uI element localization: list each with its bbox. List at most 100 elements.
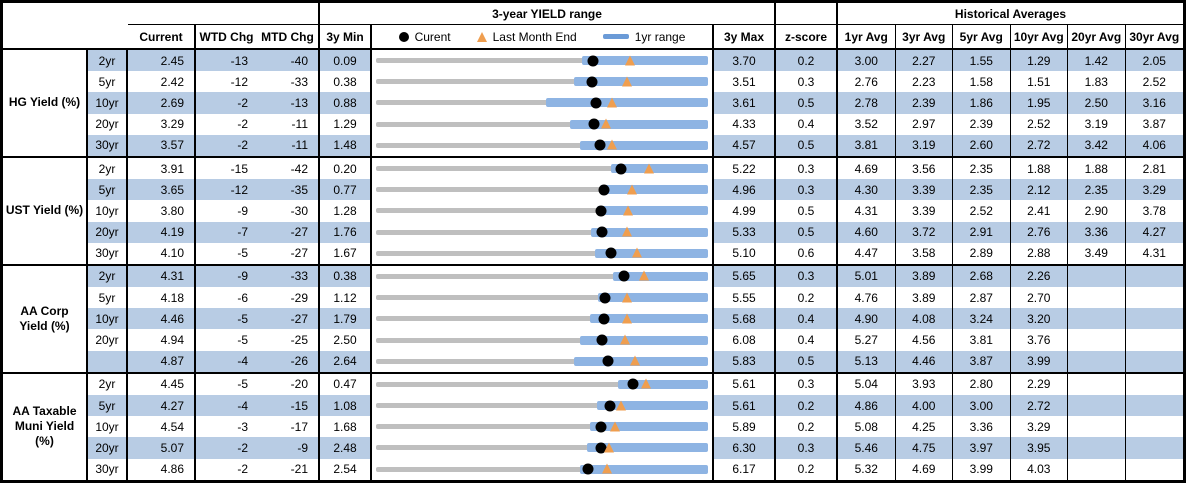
- current-dot-icon: [398, 31, 409, 42]
- avg-cell: 1.88: [1011, 157, 1068, 180]
- tenor-cell: 30yr: [88, 242, 128, 264]
- range-max-cell: 4.99: [714, 200, 776, 222]
- tenor-cell: 30yr: [88, 134, 128, 156]
- wtd-chg-cell: -12: [230, 74, 248, 89]
- range-max-cell: 5.61: [714, 395, 776, 417]
- z-score-cell: 0.3: [776, 437, 838, 459]
- header-empty-left: [128, 3, 320, 25]
- avg-cell: 3.24: [953, 308, 1011, 330]
- range-plot: [376, 222, 708, 243]
- current-dot: [595, 205, 607, 217]
- header-empty-zscore: [776, 3, 838, 25]
- three-year-range-track: [376, 208, 708, 214]
- tenor-cell: 2yr: [88, 50, 128, 72]
- last-month-end-triangle: [624, 55, 635, 66]
- group-label: UST Yield (%): [3, 157, 88, 264]
- wtd-chg-cell: -2: [196, 437, 258, 459]
- last-month-end-triangle: [601, 118, 612, 129]
- range-chart: [372, 71, 714, 93]
- mtd-chg-cell: -13: [258, 92, 320, 114]
- three-year-range-track: [376, 58, 708, 64]
- mtd-chg-cell: -40: [258, 50, 320, 72]
- range-min-cell: 1.67: [320, 242, 372, 264]
- last-month-end-triangle: [607, 97, 618, 108]
- current-cell: 4.86: [128, 458, 196, 480]
- avg-cell: 2.76: [1010, 221, 1068, 243]
- avg-cell: 3.76: [1011, 329, 1068, 351]
- legend-range-label: 1yr range: [634, 29, 686, 44]
- current-cell: 4.10: [128, 242, 196, 264]
- three-year-range-track: [376, 295, 708, 301]
- tenor-cell: 5yr: [88, 71, 128, 93]
- range-plot: [376, 158, 708, 179]
- three-year-range-track: [376, 358, 708, 364]
- tenor-cell: [88, 350, 128, 372]
- range-max-cell: 6.30: [714, 437, 776, 459]
- wtd-chg-cell: -9: [196, 265, 258, 288]
- avg-cell: [1125, 437, 1183, 459]
- col-header-z-score: z-score: [776, 25, 838, 48]
- mtd-chg-cell: -27: [258, 308, 320, 330]
- avg-cell: 4.47: [838, 242, 896, 264]
- range-max-cell: 5.55: [714, 287, 776, 309]
- tenor-cell: 5yr: [88, 179, 128, 201]
- avg-cell: 2.27: [895, 50, 953, 72]
- last-month-end-triangle: [644, 163, 655, 174]
- avg-cell: [1125, 308, 1183, 330]
- avg-cell: 3.16: [1125, 92, 1183, 114]
- range-plot: [376, 200, 708, 221]
- avg-cell: 3.36: [1068, 221, 1126, 243]
- range-chart: [372, 50, 714, 72]
- range-min-cell: 2.48: [320, 437, 372, 459]
- wtd-chg-cell: -15: [230, 161, 248, 176]
- avg-cell: 2.52: [1011, 113, 1068, 135]
- avg-cell: [1068, 395, 1126, 417]
- group-label: HG Yield (%): [3, 50, 88, 156]
- range-chart: [372, 265, 714, 288]
- range-max-cell: 6.08: [714, 329, 776, 351]
- current-dot: [595, 442, 607, 454]
- mtd-chg-cell: -9: [258, 437, 320, 459]
- avg-cell: 2.35: [953, 157, 1011, 180]
- last-month-end-triangle: [630, 355, 641, 366]
- range-min-cell: 0.09: [320, 50, 372, 72]
- one-year-range-bar: [589, 314, 708, 324]
- mtd-chg-cell: -15: [258, 395, 320, 417]
- avg-cell: 4.03: [1011, 458, 1068, 480]
- last-month-end-triangle: [632, 247, 643, 258]
- avg-cell: 2.39: [953, 113, 1011, 135]
- avg-cell: 2.72: [1010, 395, 1068, 417]
- avg-cell: 3.39: [895, 179, 953, 201]
- mtd-chg-cell: -11: [258, 113, 320, 135]
- range-min-cell: 0.38: [320, 265, 372, 288]
- avg-cell: [1125, 265, 1183, 288]
- tenor-cell: 10yr: [88, 416, 128, 438]
- avg-cell: [1068, 458, 1126, 480]
- current-dot: [596, 334, 608, 346]
- avg-cell: [1126, 329, 1184, 350]
- range-chart: [372, 329, 714, 351]
- three-year-range-track: [376, 187, 708, 193]
- last-month-end-triangle: [615, 400, 626, 411]
- avg-cell: [1125, 350, 1183, 372]
- mtd-chg-cell: -33: [258, 71, 320, 93]
- current-cell: 3.80: [128, 200, 196, 222]
- avg-cell: 4.76: [838, 287, 896, 309]
- one-year-range-bar: [574, 77, 708, 87]
- three-year-range-track: [376, 424, 708, 430]
- chart-legend: Curent Last Month End 1yr range: [372, 25, 714, 48]
- range-max-cell: 4.33: [714, 113, 776, 135]
- mtd-chg-cell: -27: [258, 221, 320, 243]
- z-score-cell: 0.5: [776, 200, 838, 222]
- avg-cell: 4.00: [895, 395, 953, 417]
- tenor-cell: 20yr: [88, 113, 128, 135]
- range-max-cell: 3.70: [714, 50, 776, 72]
- z-score-cell: 0.3: [776, 71, 838, 93]
- avg-cell: 4.25: [896, 416, 953, 438]
- tenor-cell: 5yr: [88, 395, 128, 417]
- current-cell: 4.46: [128, 308, 196, 330]
- avg-cell: [1068, 308, 1126, 330]
- tenor-cell: 2yr: [88, 265, 128, 288]
- avg-cell: 2.41: [1011, 200, 1068, 222]
